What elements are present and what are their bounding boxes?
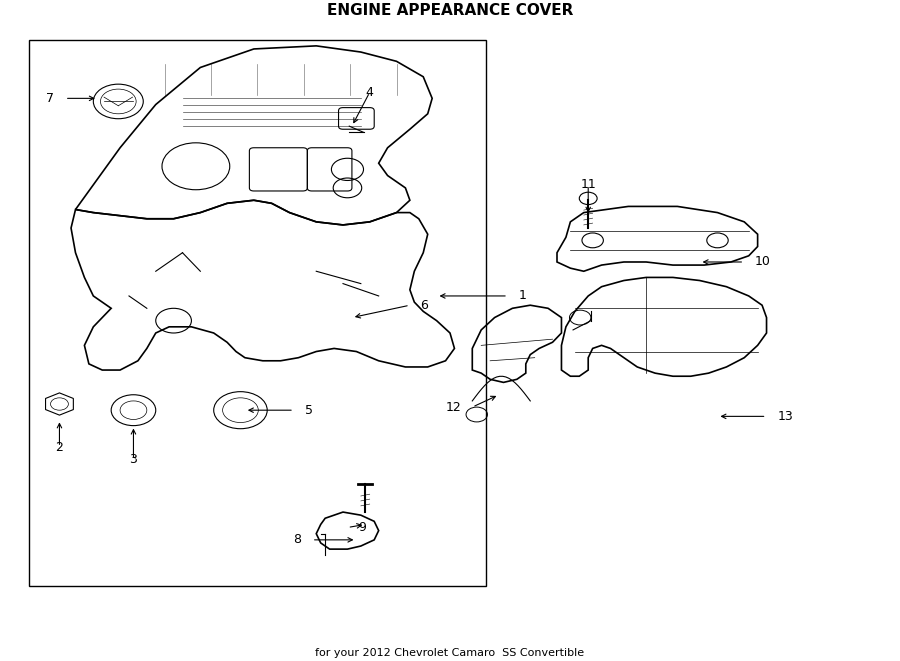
Text: 2: 2 — [56, 441, 63, 453]
Text: 12: 12 — [446, 401, 462, 414]
Text: 8: 8 — [293, 533, 302, 547]
Bar — [29, 40, 486, 586]
Text: ENGINE APPEARANCE COVER: ENGINE APPEARANCE COVER — [327, 3, 573, 18]
Text: 4: 4 — [365, 86, 374, 98]
Text: 9: 9 — [358, 521, 366, 534]
Text: 3: 3 — [130, 453, 138, 466]
Text: 10: 10 — [755, 256, 770, 268]
Text: 6: 6 — [420, 299, 428, 312]
Text: 5: 5 — [305, 404, 312, 416]
Text: 1: 1 — [518, 290, 526, 303]
Text: for your 2012 Chevrolet Camaro  SS Convertible: for your 2012 Chevrolet Camaro SS Conver… — [315, 648, 585, 658]
Text: 13: 13 — [778, 410, 793, 423]
Text: 7: 7 — [46, 92, 54, 105]
Text: 11: 11 — [580, 178, 596, 191]
